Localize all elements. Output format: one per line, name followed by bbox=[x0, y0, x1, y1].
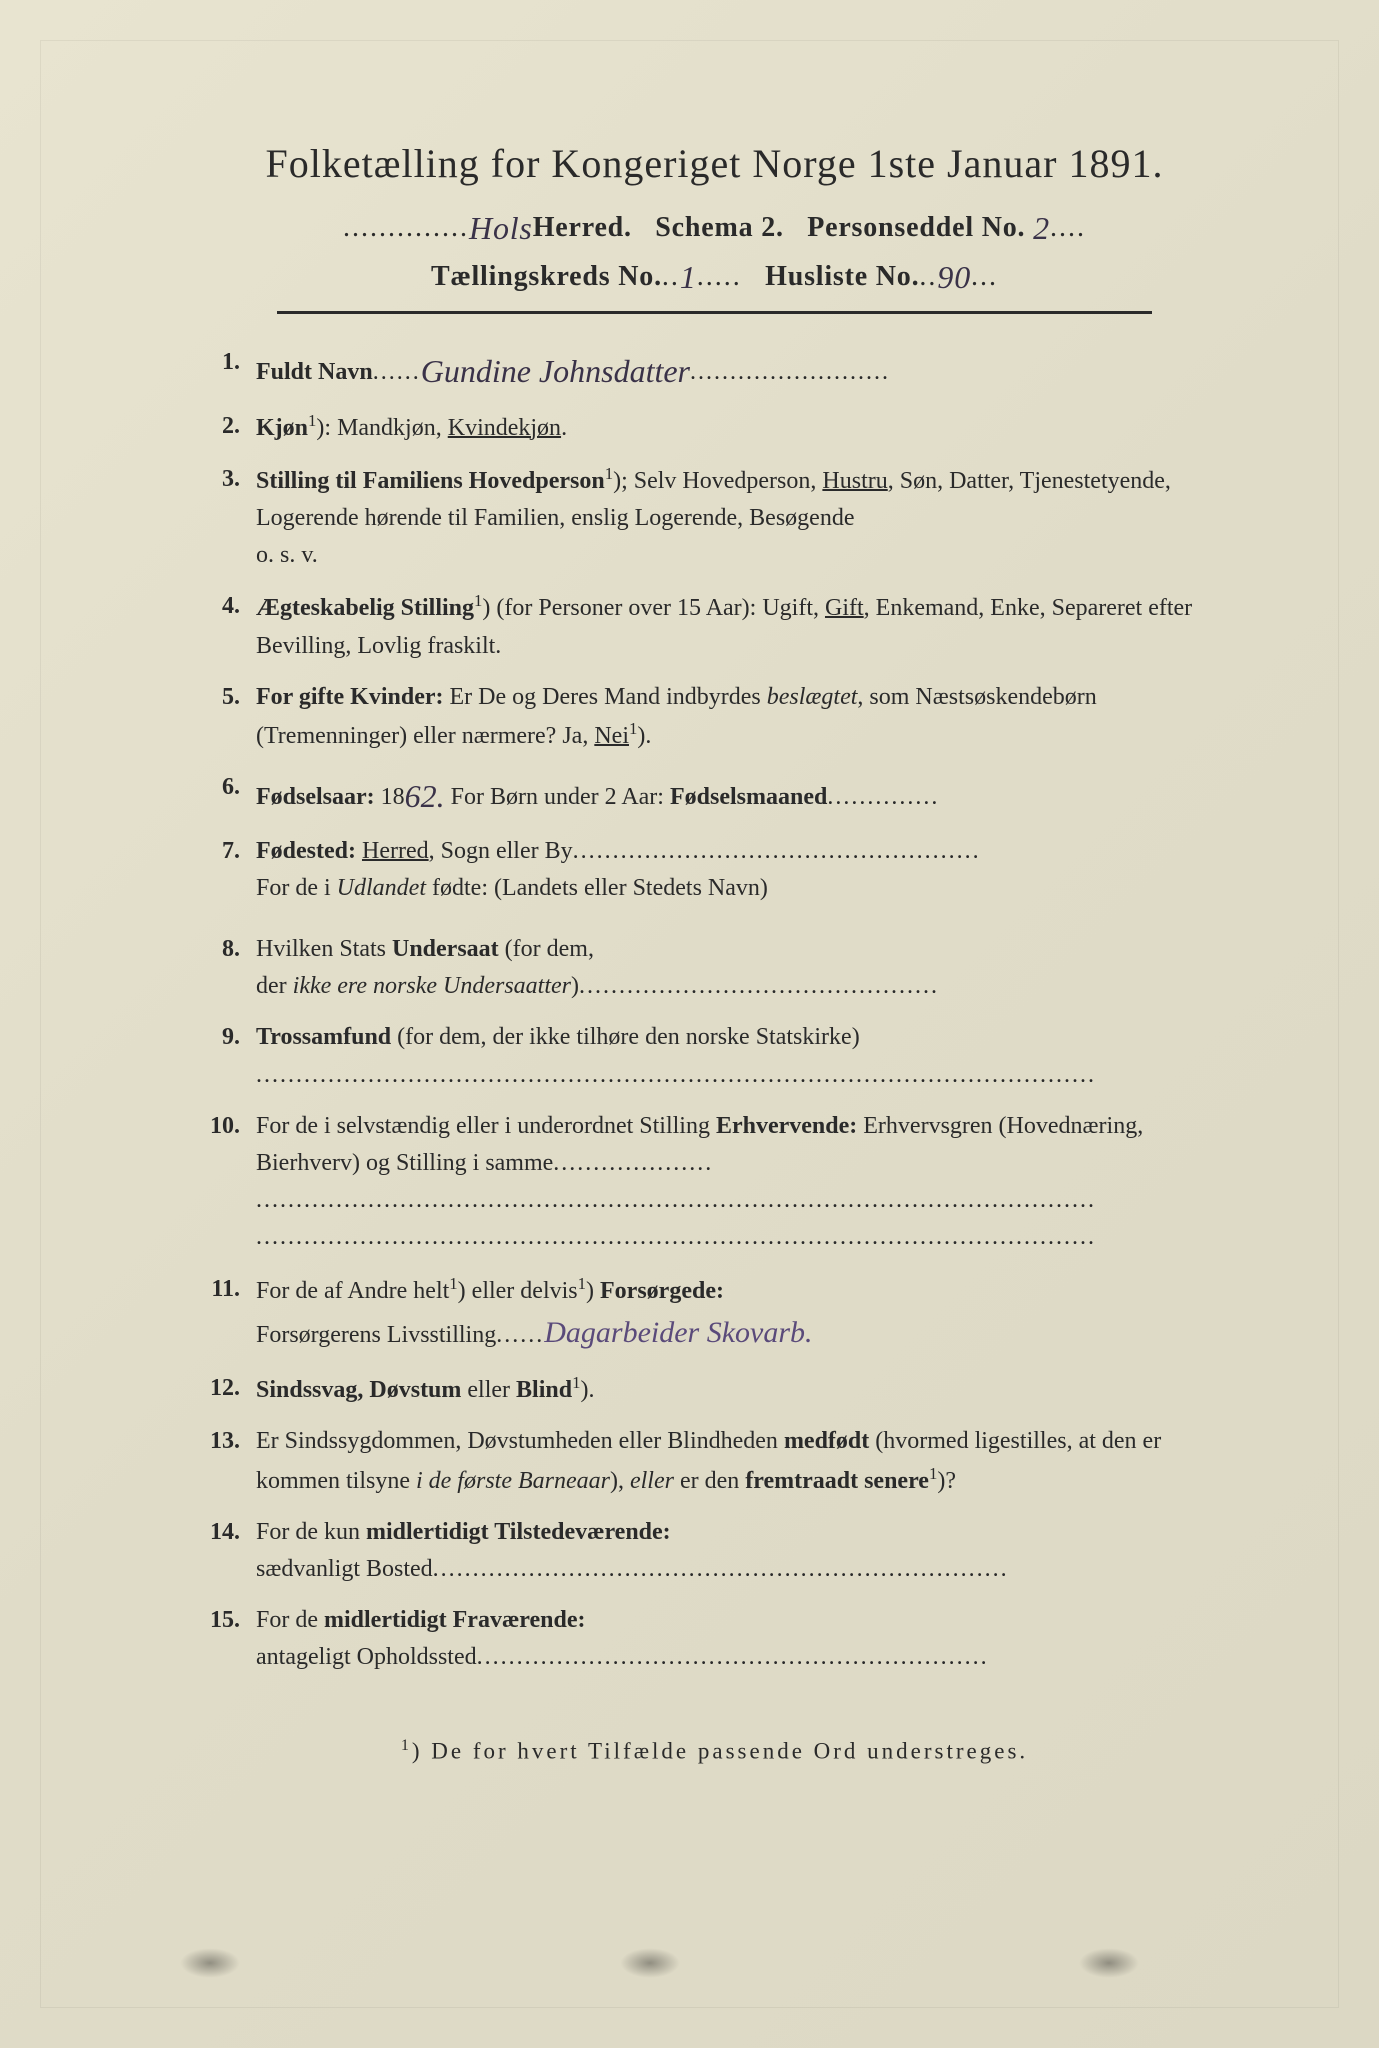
num-12: 12. bbox=[200, 1370, 256, 1407]
personseddel-label: Personseddel No. bbox=[807, 212, 1025, 243]
row-10: 10. For de i selvstændig eller i underor… bbox=[200, 1108, 1229, 1257]
row-4: 4. Ægteskabelig Stilling1) (for Personer… bbox=[200, 588, 1229, 664]
paper-damage bbox=[620, 1948, 680, 1978]
page-title: Folketælling for Kongeriget Norge 1ste J… bbox=[200, 140, 1229, 187]
num-10: 10. bbox=[200, 1108, 256, 1145]
num-4: 4. bbox=[200, 588, 256, 625]
husliste-label: Husliste No. bbox=[765, 261, 919, 292]
num-8: 8. bbox=[200, 931, 256, 968]
q3-underlined: Hustru bbox=[822, 468, 887, 494]
row-8: 8. Hvilken Stats Undersaat (for dem, der… bbox=[200, 931, 1229, 1005]
q4-label: Ægteskabelig Stilling bbox=[256, 595, 474, 621]
row-5: 5. For gifte Kvinder: Er De og Deres Man… bbox=[200, 679, 1229, 755]
paper-damage bbox=[1079, 1948, 1139, 1978]
q6-label: Fødselsaar: bbox=[256, 784, 375, 810]
q4-underlined: Gift bbox=[825, 595, 864, 621]
husliste-no: 90 bbox=[937, 259, 971, 296]
row-3: 3. Stilling til Familiens Hovedperson1);… bbox=[200, 461, 1229, 575]
q1-value: Gundine Johnsdatter bbox=[421, 347, 690, 397]
num-3: 3. bbox=[200, 461, 256, 498]
num-11: 11. bbox=[200, 1271, 256, 1308]
footnote: 1) De for hvert Tilfælde passende Ord un… bbox=[200, 1737, 1229, 1765]
row-12: 12. Sindssvag, Døvstum eller Blind1). bbox=[200, 1370, 1229, 1409]
q9-label: Trossamfund bbox=[256, 1024, 391, 1050]
q7-underlined: Herred bbox=[362, 838, 429, 864]
tkreds-label: Tællingskreds No. bbox=[431, 261, 662, 292]
form-body: 1. Fuldt Navn......Gundine Johnsdatter..… bbox=[200, 344, 1229, 1677]
q2-label: Kjøn bbox=[256, 415, 308, 441]
q3-label: Stilling til Familiens Hovedperson bbox=[256, 468, 605, 494]
personseddel-no: 2 bbox=[1033, 210, 1050, 247]
q6-year: 62. bbox=[405, 772, 445, 822]
num-5: 5. bbox=[200, 679, 256, 716]
num-7: 7. bbox=[200, 833, 256, 870]
q7-label: Fødested: bbox=[256, 838, 356, 864]
header-rule bbox=[277, 311, 1152, 314]
q2-underlined: Kvindekjøn bbox=[448, 415, 561, 441]
header-line-3: Tællingskreds No...1..... Husliste No...… bbox=[200, 256, 1229, 293]
q11-value: Dagarbeider Skovarb. bbox=[544, 1316, 812, 1349]
herred-label: Herred. bbox=[533, 212, 632, 243]
num-6: 6. bbox=[200, 769, 256, 806]
num-1: 1. bbox=[200, 344, 256, 381]
num-13: 13. bbox=[200, 1423, 256, 1460]
num-2: 2. bbox=[200, 408, 256, 445]
num-14: 14. bbox=[200, 1514, 256, 1551]
census-form-page: Folketælling for Kongeriget Norge 1ste J… bbox=[0, 0, 1379, 2048]
tkreds-no: 1 bbox=[680, 259, 697, 296]
q5-underlined: Nei bbox=[594, 723, 629, 749]
row-15: 15. For de midlertidigt Fraværende: anta… bbox=[200, 1602, 1229, 1676]
row-6: 6. Fødselsaar: 1862. For Børn under 2 Aa… bbox=[200, 769, 1229, 819]
row-9: 9. Trossamfund (for dem, der ikke tilhør… bbox=[200, 1019, 1229, 1093]
q1-label: Fuldt Navn bbox=[256, 359, 373, 385]
herred-handwritten: Hols bbox=[469, 210, 533, 247]
q5-label: For gifte Kvinder: bbox=[256, 684, 444, 710]
header-line-2: ..............HolsHerred. Schema 2. Pers… bbox=[200, 207, 1229, 244]
row-1: 1. Fuldt Navn......Gundine Johnsdatter..… bbox=[200, 344, 1229, 394]
schema-label: Schema 2. bbox=[655, 212, 784, 243]
row-7: 7. Fødested: Herred, Sogn eller By......… bbox=[200, 833, 1229, 907]
paper-damage bbox=[180, 1948, 240, 1978]
row-2: 2. Kjøn1): Mandkjøn, Kvindekjøn. bbox=[200, 408, 1229, 447]
num-15: 15. bbox=[200, 1602, 256, 1639]
num-9: 9. bbox=[200, 1019, 256, 1056]
row-11: 11. For de af Andre helt1) eller delvis1… bbox=[200, 1271, 1229, 1357]
row-13: 13. Er Sindssygdommen, Døvstumheden elle… bbox=[200, 1423, 1229, 1499]
row-14: 14. For de kun midlertidigt Tilstedevære… bbox=[200, 1514, 1229, 1588]
